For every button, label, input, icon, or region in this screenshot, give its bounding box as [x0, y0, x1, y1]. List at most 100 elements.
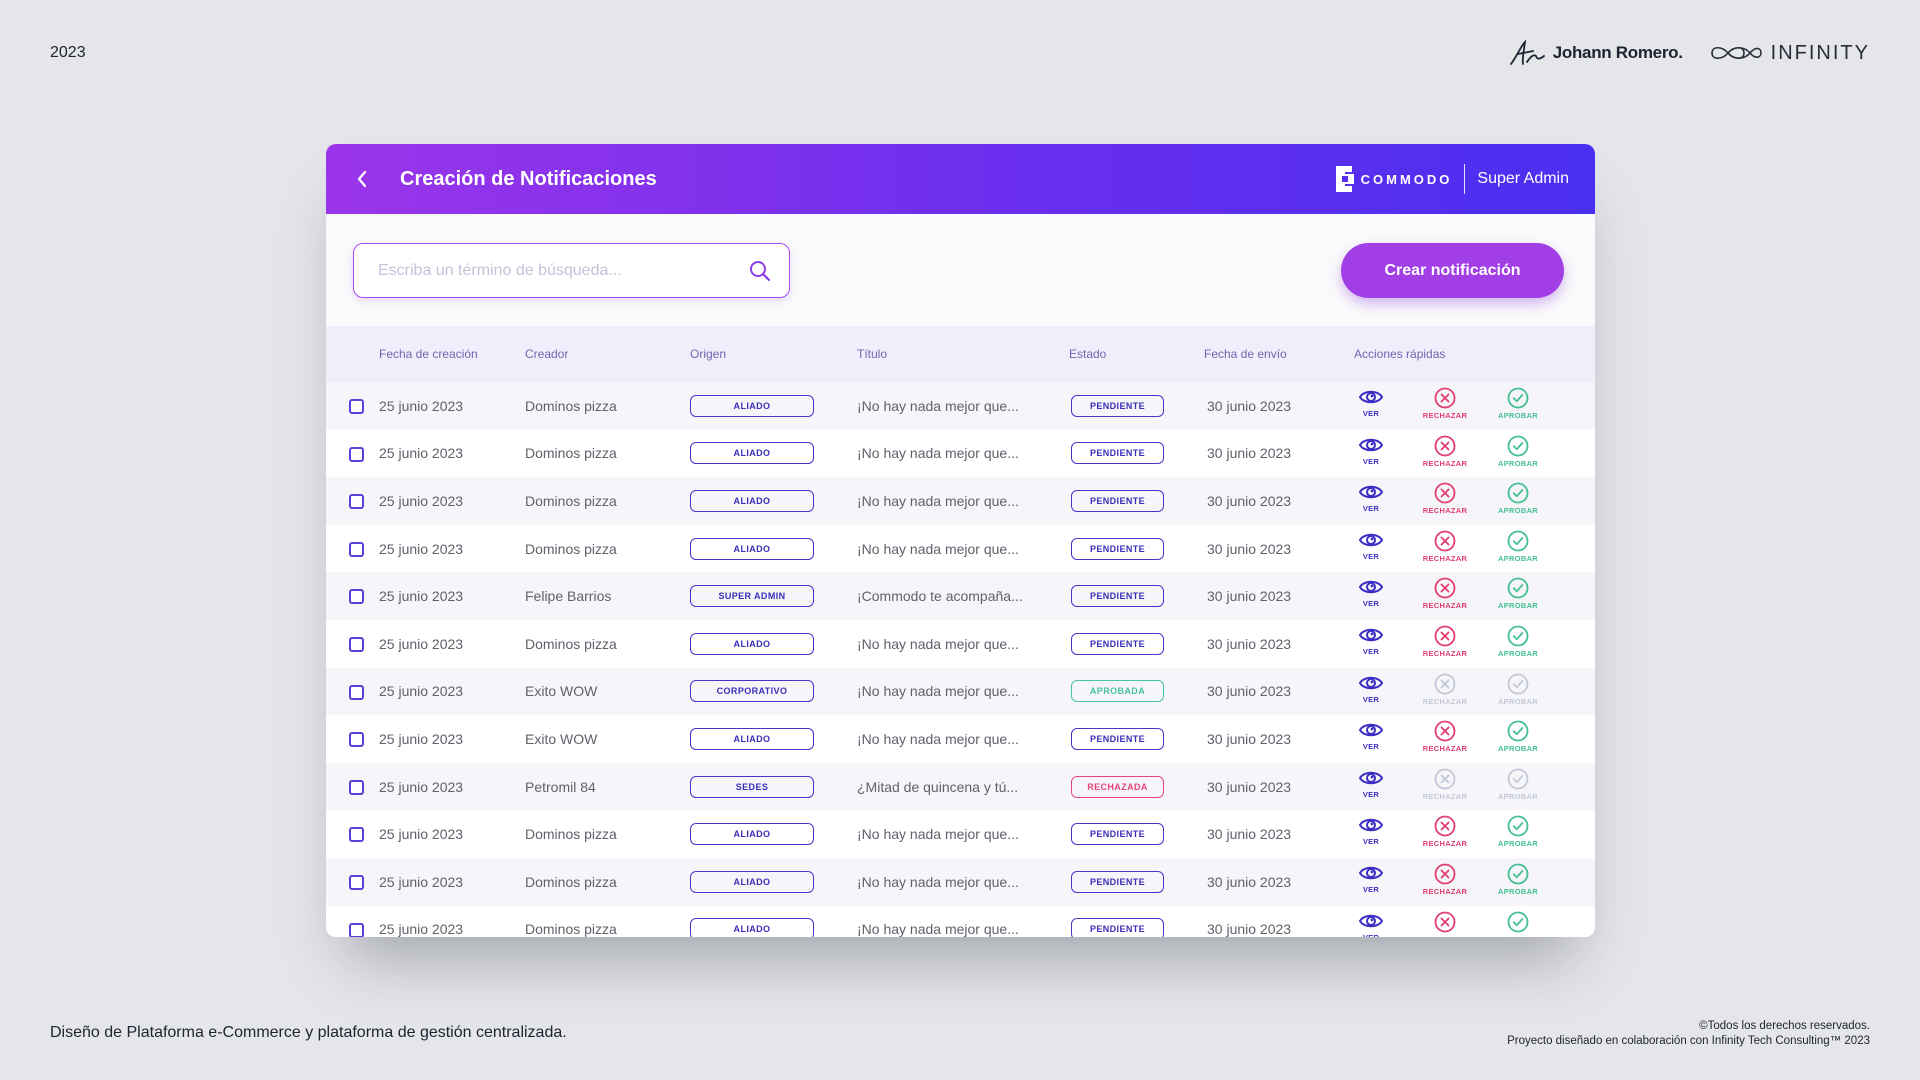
- table-row[interactable]: 25 junio 2023 Dominos pizza ALIADO ¡No hay …: [326, 619, 1595, 668]
- search-icon[interactable]: [749, 260, 771, 282]
- view-label: VER: [1362, 551, 1380, 561]
- row-checkbox[interactable]: [349, 589, 364, 605]
- approve-button[interactable]: APROBAR: [1493, 673, 1543, 706]
- approve-button[interactable]: APROBAR: [1493, 530, 1543, 563]
- view-button[interactable]: VER: [1346, 577, 1396, 608]
- col-titulo[interactable]: Título: [857, 347, 888, 361]
- check-circle-icon: [1507, 768, 1529, 790]
- approve-button[interactable]: APROBAR: [1493, 720, 1543, 753]
- footer-copyright: ©Todos los derechos reservados. Proyecto…: [1507, 1019, 1870, 1049]
- origin-badge: ALIADO: [690, 394, 814, 417]
- approve-button[interactable]: APROBAR: [1493, 482, 1543, 515]
- cell-creador: Dominos pizza: [525, 873, 617, 890]
- approve-label: APROBAR: [1497, 744, 1539, 754]
- back-arrow-icon[interactable]: [352, 169, 372, 189]
- view-button[interactable]: VER: [1346, 768, 1396, 799]
- view-button[interactable]: VER: [1346, 911, 1396, 937]
- table-row[interactable]: 25 junio 2023 Dominos pizza ALIADO ¡No hay …: [326, 429, 1595, 478]
- search-input[interactable]: [378, 261, 749, 280]
- row-checkbox[interactable]: [349, 779, 364, 795]
- approve-label: APROBAR: [1497, 696, 1539, 706]
- table-row[interactable]: 25 junio 2023 Exito WOW ALIADO ¡No hay nada…: [326, 715, 1595, 763]
- approve-label: APROBAR: [1498, 935, 1538, 937]
- reject-button[interactable]: RECHAZAR: [1420, 911, 1470, 937]
- view-button[interactable]: VER: [1346, 673, 1396, 704]
- approve-button[interactable]: APROBAR: [1493, 768, 1543, 801]
- cell-fecha-creacion: 25 junio 2023: [379, 778, 464, 795]
- row-checkbox[interactable]: [349, 399, 364, 414]
- approve-button[interactable]: APROBAR: [1493, 863, 1543, 896]
- eye-icon: [1358, 482, 1384, 502]
- view-button[interactable]: VER: [1346, 625, 1396, 656]
- row-checkbox[interactable]: [349, 636, 364, 652]
- user-role[interactable]: Super Admin: [1477, 170, 1569, 187]
- row-checkbox[interactable]: [349, 922, 364, 937]
- create-notification-button[interactable]: Crear notificación: [1341, 243, 1564, 298]
- table-row[interactable]: 25 junio 2023 Petromil 84 SEDES ¿Mitad de q…: [326, 762, 1595, 811]
- table-row[interactable]: 25 junio 2023 Dominos pizza ALIADO ¡No hay …: [326, 905, 1595, 937]
- view-button[interactable]: VER: [1346, 815, 1396, 846]
- cell-fecha-creacion: 25 junio 2023: [379, 492, 464, 509]
- reject-button[interactable]: RECHAZAR: [1420, 577, 1470, 610]
- table-row[interactable]: 25 junio 2023 Dominos pizza ALIADO ¡No hay …: [326, 477, 1595, 525]
- cell-estado: PENDIENTE: [1071, 382, 1164, 430]
- reject-button[interactable]: RECHAZAR: [1420, 720, 1470, 753]
- reject-button[interactable]: RECHAZAR: [1420, 387, 1470, 420]
- row-checkbox[interactable]: [349, 732, 364, 748]
- topbar-divider: [1464, 164, 1466, 194]
- col-origen[interactable]: Origen: [690, 347, 727, 361]
- row-checkbox[interactable]: [349, 541, 364, 557]
- view-button[interactable]: VER: [1346, 863, 1396, 894]
- table-row[interactable]: 25 junio 2023 Felipe Barrios SUPER ADMIN ¡C…: [326, 572, 1595, 620]
- row-checkbox[interactable]: [349, 494, 364, 510]
- reject-button[interactable]: RECHAZAR: [1420, 863, 1470, 896]
- approve-button[interactable]: APROBAR: [1493, 387, 1543, 420]
- eye-icon: [1358, 530, 1384, 550]
- reject-label: RECHAZAR: [1422, 458, 1468, 468]
- view-button[interactable]: VER: [1346, 387, 1396, 418]
- reject-button[interactable]: RECHAZAR: [1420, 815, 1470, 848]
- row-checkbox[interactable]: [349, 827, 364, 843]
- cell-origen: SUPER ADMIN: [690, 572, 814, 620]
- col-creador[interactable]: Creador: [525, 347, 569, 361]
- view-button[interactable]: VER: [1346, 720, 1396, 751]
- eye-icon: [1358, 625, 1384, 645]
- col-fecha-envio[interactable]: Fecha de envío: [1204, 347, 1287, 361]
- reject-button[interactable]: RECHAZAR: [1420, 768, 1470, 801]
- table-row[interactable]: 25 junio 2023 Exito WOW CORPORATIVO ¡No hay…: [326, 667, 1595, 716]
- view-button[interactable]: VER: [1346, 435, 1396, 466]
- approve-label: APROBAR: [1497, 458, 1539, 468]
- x-circle-icon: [1434, 815, 1456, 837]
- table-row[interactable]: 25 junio 2023 Dominos pizza ALIADO ¡No hay …: [326, 524, 1595, 573]
- table-row[interactable]: 25 junio 2023 Dominos pizza ALIADO ¡No hay …: [326, 382, 1595, 430]
- table-row[interactable]: 25 junio 2023 Dominos pizza ALIADO ¡No hay …: [326, 857, 1595, 906]
- reject-button[interactable]: RECHAZAR: [1420, 625, 1470, 658]
- cell-origen: ALIADO: [690, 525, 814, 573]
- approve-button[interactable]: APROBAR: [1493, 625, 1543, 658]
- approve-button[interactable]: APROBAR: [1493, 577, 1543, 610]
- row-checkbox[interactable]: [349, 684, 364, 700]
- reject-button[interactable]: RECHAZAR: [1420, 435, 1470, 468]
- view-label: VER: [1362, 789, 1380, 799]
- approve-button[interactable]: APROBAR: [1493, 815, 1543, 848]
- view-button[interactable]: VER: [1346, 482, 1396, 513]
- eye-icon: [1358, 673, 1384, 693]
- cell-fecha-envio: 30 junio 2023: [1207, 683, 1292, 700]
- author-name: Johann Romero.: [1552, 43, 1683, 62]
- check-circle-icon: [1507, 720, 1529, 742]
- view-button[interactable]: VER: [1346, 530, 1396, 561]
- row-checkbox[interactable]: [349, 874, 364, 890]
- cell-estado: PENDIENTE: [1071, 430, 1164, 478]
- eye-icon: [1358, 911, 1384, 931]
- table-row[interactable]: 25 junio 2023 Dominos pizza ALIADO ¡No hay …: [326, 810, 1595, 858]
- cell-estado: RECHAZADA: [1071, 763, 1164, 811]
- reject-button[interactable]: RECHAZAR: [1420, 673, 1470, 706]
- col-estado[interactable]: Estado: [1069, 347, 1107, 361]
- col-fecha-creacion[interactable]: Fecha de creación: [379, 347, 478, 361]
- approve-button[interactable]: APROBAR: [1493, 435, 1543, 468]
- row-checkbox[interactable]: [349, 446, 364, 462]
- approve-button[interactable]: APROBAR: [1493, 911, 1543, 937]
- reject-button[interactable]: RECHAZAR: [1420, 530, 1470, 563]
- reject-button[interactable]: RECHAZAR: [1420, 482, 1470, 515]
- cell-fecha-creacion: 25 junio 2023: [379, 683, 464, 700]
